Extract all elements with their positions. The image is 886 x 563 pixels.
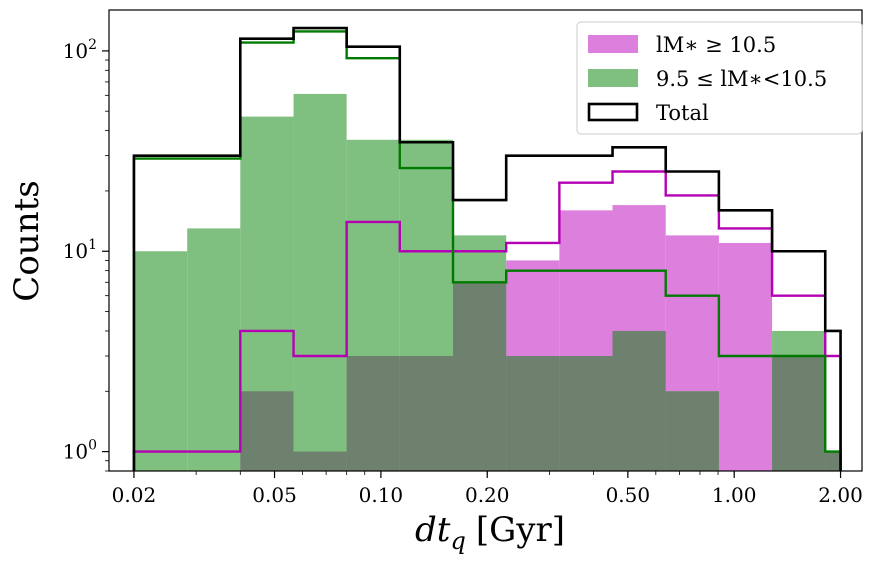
y-tick-label-1: 101 xyxy=(63,237,97,263)
bar-s1-b0 xyxy=(133,251,188,471)
x-tick-label-1: 0.05 xyxy=(252,483,297,507)
plot-frame xyxy=(108,9,863,472)
x-tick-label-6: 2.00 xyxy=(818,483,863,507)
x-tick-label-3: 0.20 xyxy=(465,483,510,507)
bar-s2-b9 xyxy=(612,330,666,471)
bar-s2-b3 xyxy=(293,451,347,471)
x-tick-label-2: 0.10 xyxy=(359,483,404,507)
x-axis-title-unit: [Gyr] xyxy=(476,510,565,550)
step-line-s5 xyxy=(132,26,842,471)
y-tick-label-2: 102 xyxy=(63,37,97,63)
bar-s2-b5 xyxy=(399,356,454,471)
legend-swatch-1 xyxy=(588,69,638,87)
x-axis-title: dtq [Gyr] xyxy=(415,510,565,555)
bar-s2-b8 xyxy=(559,356,613,471)
x-axis-title-var: dt xyxy=(415,510,451,550)
step-line-s3 xyxy=(132,170,842,471)
bar-s2-b12 xyxy=(772,356,826,471)
y-axis-title: Counts xyxy=(7,180,47,301)
legend-label-2: Total xyxy=(656,101,709,125)
step-line-s4 xyxy=(132,30,842,471)
x-axis-title-sub: q xyxy=(450,527,465,555)
legend-label-0: lM∗ ≥ 10.5 xyxy=(656,33,776,57)
x-tick-label-0: 0.02 xyxy=(112,483,157,507)
legend-swatch-0 xyxy=(588,35,638,53)
legend: lM∗ ≥ 10.5 9.5 ≤ lM∗<10.5 Total xyxy=(576,21,863,135)
bar-s2-b7 xyxy=(506,356,560,471)
bar-s2-b2 xyxy=(240,391,294,471)
bar-s2-b13 xyxy=(825,451,841,471)
bar-s1-b3 xyxy=(293,93,347,472)
x-tick-label-5: 1.00 xyxy=(712,483,757,507)
x-tick-label-4: 0.50 xyxy=(606,483,651,507)
filled-histograms xyxy=(133,93,841,472)
y-axis-ticks: 100 101 102 xyxy=(63,37,109,472)
legend-label-1: 9.5 ≤ lM∗<10.5 xyxy=(656,67,827,91)
legend-box xyxy=(576,21,863,135)
legend-swatch-2 xyxy=(587,102,639,122)
bar-s1-b1 xyxy=(187,228,241,471)
bar-s2-b4 xyxy=(346,356,400,471)
bar-s2-b6 xyxy=(453,282,507,471)
step-histograms xyxy=(132,26,842,471)
x-axis-ticks: 0.02 0.05 0.10 0.20 0.50 1.00 2.00 xyxy=(112,471,863,507)
bar-s2-b10 xyxy=(665,391,719,471)
y-tick-label-0: 100 xyxy=(63,438,97,464)
